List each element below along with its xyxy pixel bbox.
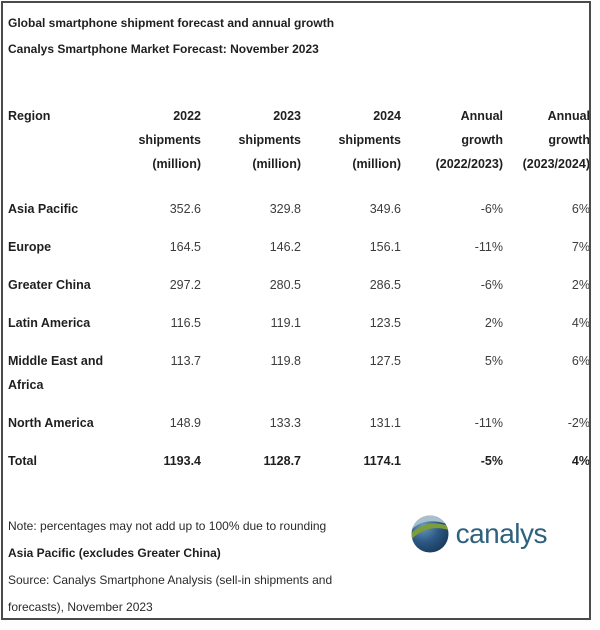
value-cell: 297.2	[169, 278, 201, 292]
column-header-shipments-2023: 2023 shipments (million)	[238, 109, 301, 171]
table-row-asia-pacific: Asia Pacific 352.6 329.8 349.6 -6% 6%	[8, 190, 590, 228]
table-header-row: Region 2022 shipments (million) 2023 shipment…	[8, 104, 590, 190]
column-header-region: Region	[8, 109, 51, 123]
value-cell: 2%	[571, 278, 590, 292]
table-row-greater-china: Greater China 297.2 280.5 286.5 -6% 2%	[8, 266, 590, 304]
value-cell: 7%	[571, 240, 590, 254]
region-cell: Europe	[8, 240, 52, 254]
value-cell: -6%	[480, 278, 503, 292]
value-cell: 156.1	[369, 240, 401, 254]
value-cell: 6%	[571, 354, 590, 368]
value-cell: 119.8	[270, 354, 301, 368]
value-cell: 127.5	[369, 354, 401, 368]
value-cell: 6%	[571, 202, 590, 216]
region-cell: Greater China	[8, 278, 91, 292]
value-cell: 286.5	[369, 278, 401, 292]
value-cell: 352.6	[169, 202, 201, 216]
column-header-annual-growth-2023-2024: Annual growth (2023/2024)	[522, 109, 590, 171]
footnotes-block: Note: percentages may not add up to 100%…	[8, 513, 386, 618]
canalys-globe-icon	[411, 515, 449, 553]
chart-subtitle: Canalys Smartphone Market Forecast: Nove…	[8, 42, 319, 56]
region-cell: North America	[8, 416, 94, 430]
value-cell: 116.5	[170, 316, 201, 330]
value-cell: 119.1	[270, 316, 301, 330]
canalys-logo: canalys	[411, 515, 548, 553]
value-cell: 133.3	[269, 416, 301, 430]
region-cell: Middle East and Africa	[8, 354, 104, 392]
value-cell: 123.5	[369, 316, 401, 330]
value-cell: 280.5	[269, 278, 301, 292]
region-cell: Asia Pacific	[8, 202, 79, 216]
region-cell: Total	[8, 454, 37, 468]
note-asia-pacific-definition: Asia Pacific (excludes Greater China)	[8, 546, 221, 560]
column-header-annual-growth-2022-2023: Annual growth (2022/2023)	[435, 109, 503, 171]
value-cell: 1128.7	[263, 454, 301, 468]
table-row-latin-america: Latin America 116.5 119.1 123.5 2% 4%	[8, 304, 590, 342]
value-cell: 164.5	[169, 240, 201, 254]
value-cell: 1174.1	[363, 454, 401, 468]
column-header-shipments-2022: 2022 shipments (million)	[138, 109, 201, 171]
value-cell: 329.8	[269, 202, 301, 216]
note-rounding: Note: percentages may not add up to 100%…	[8, 519, 327, 533]
table-row-total: Total 1193.4 1128.7 1174.1 -5% 4%	[8, 442, 590, 480]
value-cell: -2%	[567, 416, 590, 430]
forecast-table: Region 2022 shipments (million) 2023 shipment…	[8, 104, 590, 480]
value-cell: -5%	[480, 454, 503, 468]
title-block: Global smartphone shipment forecast and …	[3, 3, 589, 62]
region-cell: Latin America	[8, 316, 91, 330]
table-row-north-america: North America 148.9 133.3 131.1 -11% -2%	[8, 404, 590, 442]
value-cell: 148.9	[169, 416, 201, 430]
value-cell: 1193.4	[163, 454, 201, 468]
value-cell: -11%	[474, 416, 503, 430]
value-cell: -11%	[474, 240, 503, 254]
chart-title: Global smartphone shipment forecast and …	[8, 16, 335, 30]
value-cell: 2%	[484, 316, 503, 330]
value-cell: 113.7	[170, 354, 201, 368]
value-cell: 4%	[571, 316, 590, 330]
value-cell: -6%	[480, 202, 503, 216]
value-cell: 349.6	[369, 202, 401, 216]
value-cell: 5%	[484, 354, 503, 368]
canalys-wordmark: canalys	[455, 518, 548, 549]
value-cell: 131.1	[369, 416, 401, 430]
table-row-middle-east-and-africa: Middle East and Africa 113.7 119.8 127.5 5% 6…	[8, 342, 590, 404]
forecast-card: Global smartphone shipment forecast and …	[1, 1, 591, 620]
value-cell: 146.2	[269, 240, 301, 254]
table-row-europe: Europe 164.5 146.2 156.1 -11% 7%	[8, 228, 590, 266]
value-cell: 4%	[571, 454, 590, 468]
column-header-shipments-2024: 2024 shipments (million)	[338, 109, 401, 171]
source-note: Source: Canalys Smartphone Analysis (sel…	[8, 573, 333, 614]
